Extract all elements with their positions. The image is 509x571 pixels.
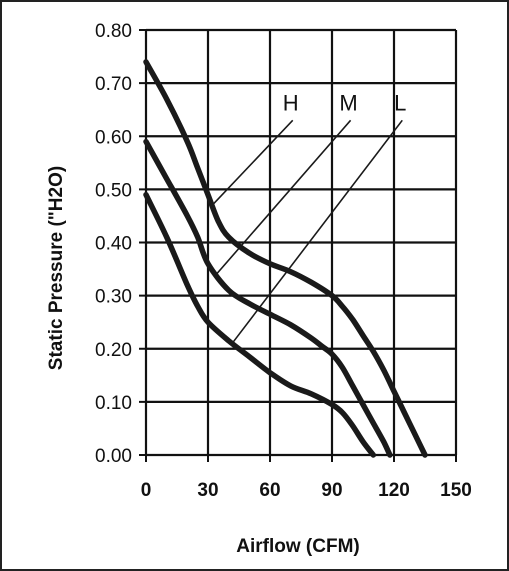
curve-label-l: L — [394, 90, 406, 115]
y-tick-label: 0.10 — [95, 393, 132, 414]
y-axis-title: Static Pressure ("H2O) — [46, 166, 67, 370]
x-tick-label: 150 — [440, 480, 472, 501]
y-axis-ticks: 0.00 0.10 0.20 0.30 0.40 0.50 0.60 0.70 0.80 — [95, 21, 132, 467]
x-tick-label: 0 — [141, 480, 152, 501]
curve-label-m: M — [339, 90, 357, 115]
y-tick-label: 0.30 — [95, 287, 132, 308]
y-tick-label: 0.70 — [95, 74, 132, 95]
x-axis-ticks: 0 30 60 90 120 150 — [141, 480, 472, 501]
x-tick-label: 90 — [321, 480, 342, 501]
y-tick-label: 0.40 — [95, 234, 132, 255]
x-axis-title: Airflow (CFM) — [236, 536, 359, 557]
x-tick-label: 60 — [259, 480, 280, 501]
y-tick-label: 0.00 — [95, 446, 132, 467]
y-tick-label: 0.60 — [95, 127, 132, 148]
leader-line-h — [211, 119, 294, 206]
series-line-h — [143, 59, 428, 458]
y-tick-label: 0.50 — [95, 180, 132, 201]
curve-label-h: H — [283, 90, 299, 115]
series-line-l — [143, 191, 377, 458]
y-tick-label: 0.20 — [95, 340, 132, 361]
series — [143, 59, 428, 458]
leader-line-l — [231, 119, 403, 344]
x-tick-label: 30 — [197, 480, 218, 501]
series-line-m — [143, 138, 393, 458]
y-tick-label: 0.80 — [95, 21, 132, 42]
x-tick-label: 120 — [378, 480, 410, 501]
